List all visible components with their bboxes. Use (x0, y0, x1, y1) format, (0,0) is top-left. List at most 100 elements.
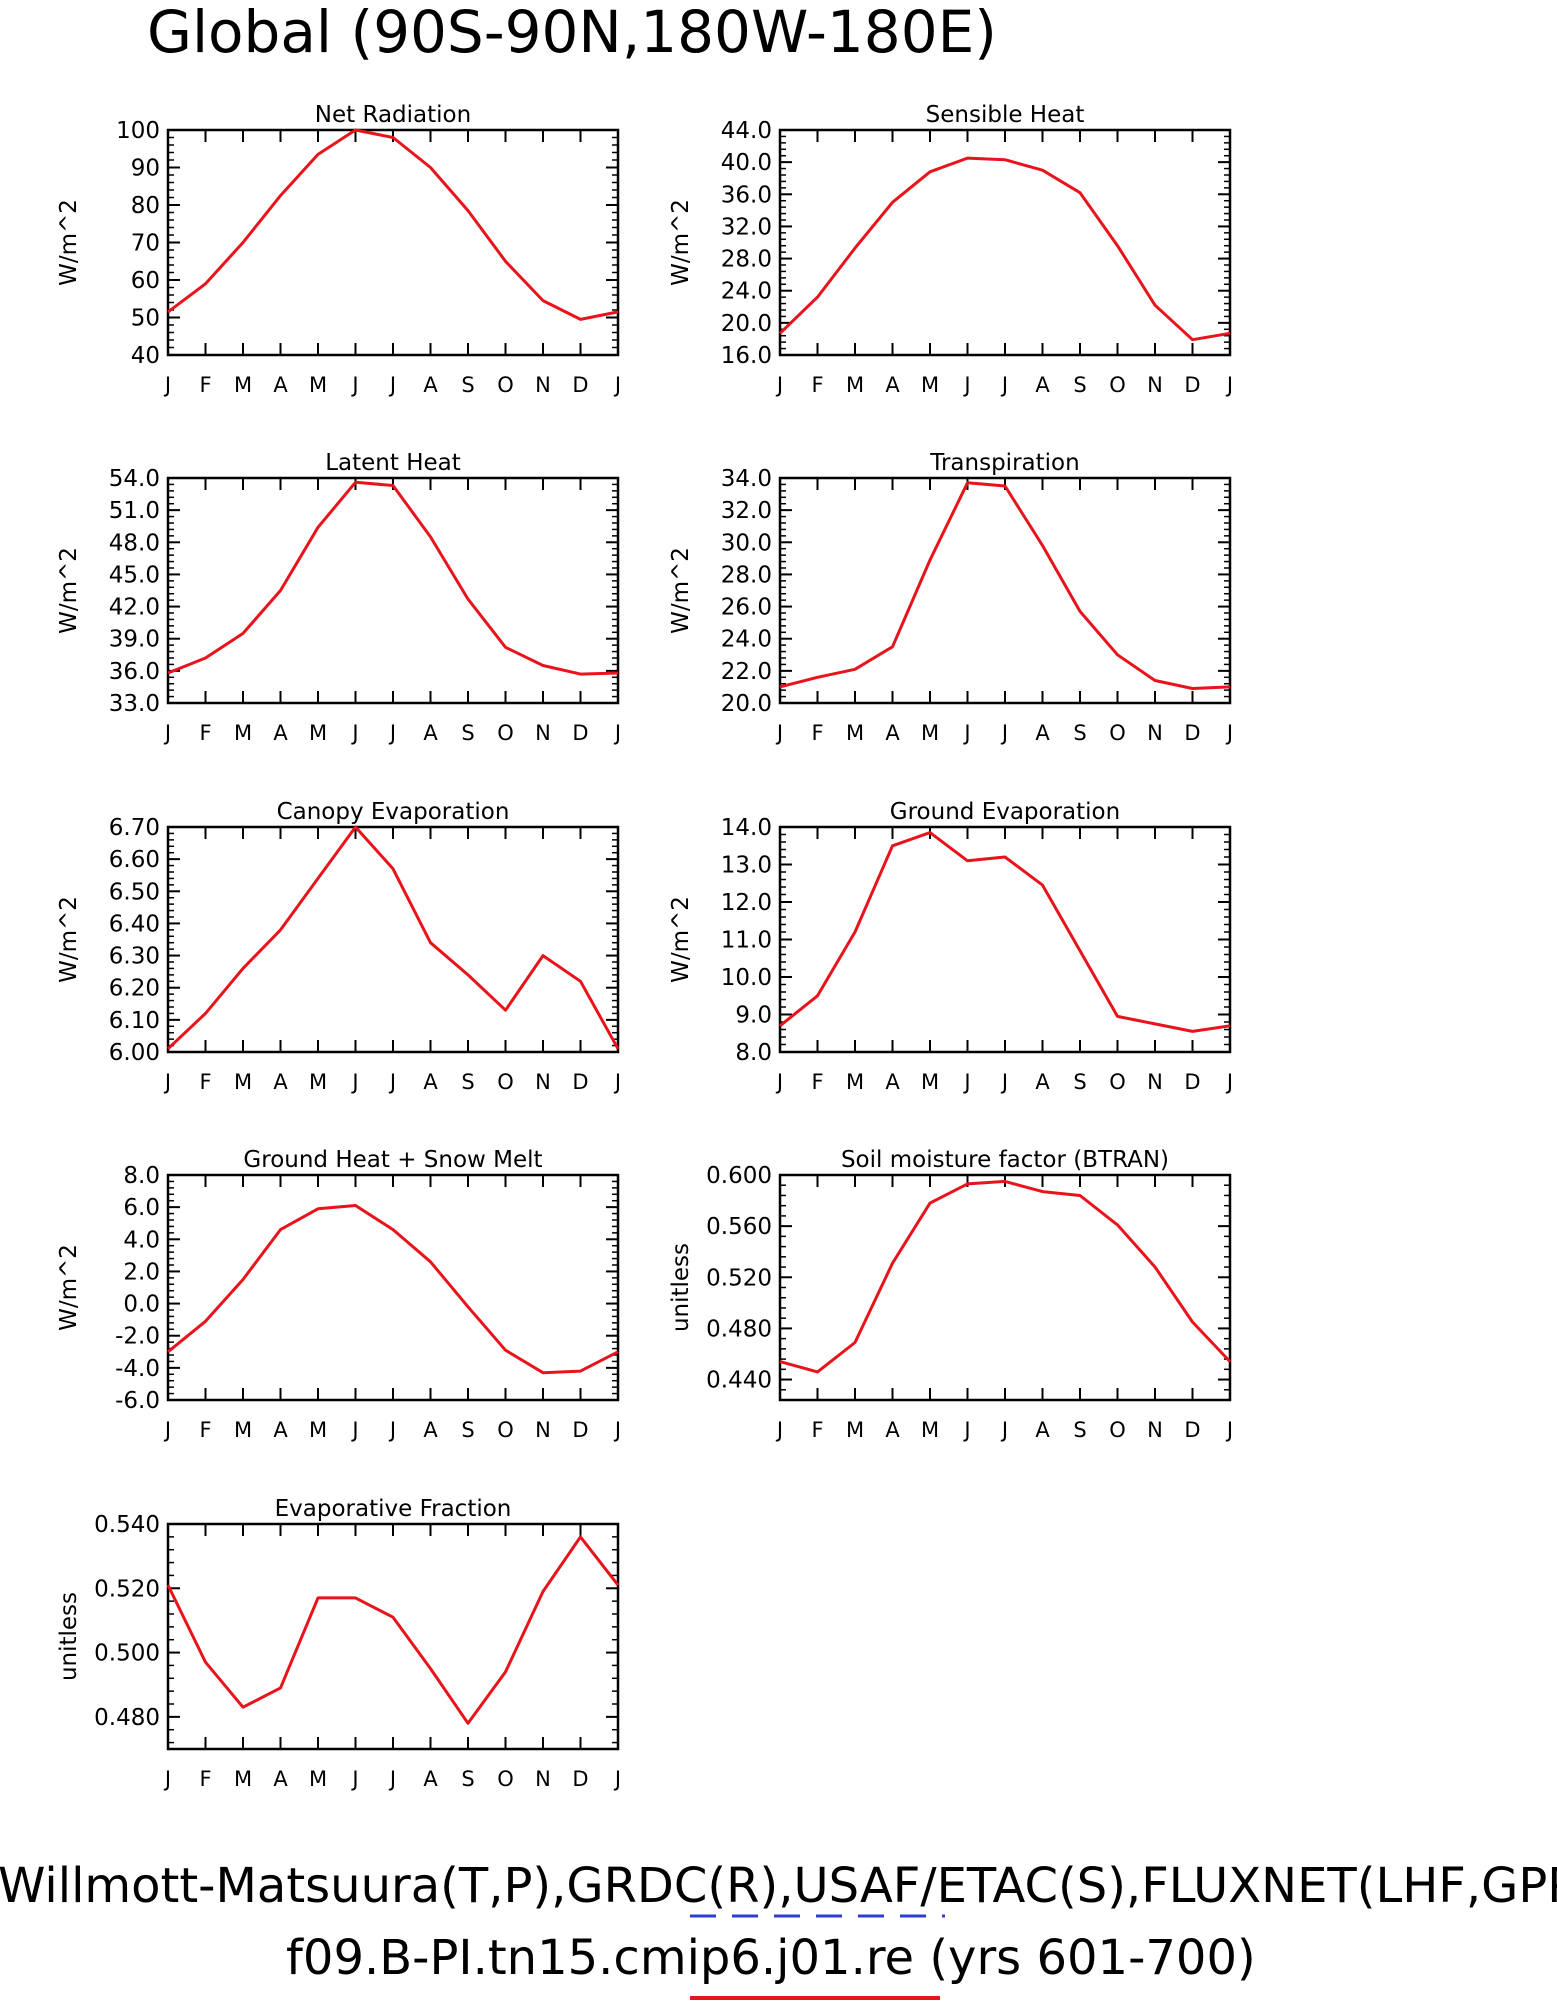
y-tick-label: 8.0 (123, 1163, 160, 1189)
y-tick-label: 6.70 (109, 815, 160, 841)
y-tick-label: 20.0 (721, 311, 772, 337)
y-tick-label: 2.0 (123, 1259, 160, 1285)
x-tick-label: J (350, 1418, 358, 1442)
x-tick-label: F (811, 1418, 823, 1442)
y-tick-label: 0.540 (94, 1512, 160, 1538)
y-axis-label: unitless (56, 1592, 82, 1681)
y-axis-label: W/m^2 (668, 896, 694, 983)
y-axis-label: W/m^2 (56, 547, 82, 634)
x-tick-label: A (1035, 721, 1050, 745)
chart-title: Ground Evaporation (890, 799, 1120, 825)
x-tick-label: F (199, 721, 211, 745)
chart-ground-heat-snow-melt: Ground Heat + Snow Melt W/m^2 -6.0 -4.0 -2.0… (56, 1147, 621, 1442)
x-tick-label: F (811, 373, 823, 397)
x-tick-label: S (1073, 1070, 1086, 1094)
x-tick-label: D (572, 1767, 588, 1791)
y-tick-label: -4.0 (115, 1356, 160, 1382)
x-tick-label: F (199, 1070, 211, 1094)
y-tick-label: 40.0 (721, 150, 772, 176)
chart-ground-evaporation: Ground Evaporation W/m^2 8.0 9.0 10.0 11.0 12.… (668, 799, 1233, 1094)
x-tick-label: A (423, 1767, 438, 1791)
chart-title: Latent Heat (325, 450, 461, 476)
y-tick-label: 10.0 (721, 965, 772, 991)
y-tick-label: 100 (116, 118, 160, 144)
x-tick-label: A (423, 373, 438, 397)
x-tick-label: O (497, 1418, 514, 1442)
x-tick-label: J (1225, 373, 1233, 397)
y-tick-label: 36.0 (721, 182, 772, 208)
x-tick-label: J (163, 1418, 171, 1442)
chart-transpiration: Transpiration W/m^2 20.0 22.0 24.0 26.0 28.0 30… (668, 450, 1233, 745)
x-tick-label: N (1147, 1418, 1163, 1442)
x-tick-label: F (199, 1767, 211, 1791)
x-tick-label: A (273, 1418, 288, 1442)
y-tick-label: 32.0 (721, 498, 772, 524)
x-tick-label: N (535, 1418, 551, 1442)
x-tick-label: A (423, 1418, 438, 1442)
x-tick-label: D (1184, 373, 1200, 397)
x-tick-label: N (535, 1070, 551, 1094)
y-tick-label: 90 (131, 156, 160, 182)
x-tick-label: J (613, 373, 621, 397)
x-tick-label: J (388, 1418, 396, 1442)
x-tick-label: O (1109, 1070, 1126, 1094)
y-tick-label: 12.0 (721, 890, 772, 916)
x-tick-label: M (309, 721, 327, 745)
x-tick-label: D (572, 373, 588, 397)
x-tick-label: S (461, 373, 474, 397)
x-tick-label: M (921, 1070, 939, 1094)
x-tick-label: J (775, 373, 783, 397)
x-tick-label: F (199, 373, 211, 397)
x-tick-label: A (885, 1418, 900, 1442)
footer-sources: Willmott-Matsuura(T,P),GRDC(R),USAF/ETAC… (0, 1858, 1557, 1914)
chart-title: Transpiration (929, 450, 1079, 476)
x-tick-label: O (497, 1070, 514, 1094)
x-tick-label: J (613, 1070, 621, 1094)
x-tick-label: N (1147, 721, 1163, 745)
x-tick-label: A (273, 1767, 288, 1791)
x-tick-label: N (535, 1767, 551, 1791)
x-tick-label: M (846, 1418, 864, 1442)
x-tick-label: N (535, 721, 551, 745)
x-tick-label: M (921, 1418, 939, 1442)
x-tick-label: J (350, 1070, 358, 1094)
x-tick-label: N (535, 373, 551, 397)
y-tick-label: 6.10 (109, 1008, 160, 1034)
x-tick-label: J (962, 1418, 970, 1442)
x-tick-label: J (1225, 721, 1233, 745)
y-tick-label: 22.0 (721, 659, 772, 685)
x-tick-label: N (1147, 1070, 1163, 1094)
x-tick-label: S (1073, 373, 1086, 397)
x-tick-label: J (613, 721, 621, 745)
x-tick-label: J (388, 1767, 396, 1791)
x-tick-label: D (1184, 1070, 1200, 1094)
y-tick-label: 50 (131, 306, 160, 332)
x-tick-label: J (1000, 1418, 1008, 1442)
x-tick-label: J (388, 721, 396, 745)
plot-frame (166, 1522, 620, 1751)
x-tick-label: J (962, 1070, 970, 1094)
y-axis-label: W/m^2 (56, 896, 82, 983)
x-tick-label: A (885, 373, 900, 397)
y-axis-label: W/m^2 (56, 199, 82, 286)
x-tick-label: J (388, 373, 396, 397)
x-tick-label: O (1109, 1418, 1126, 1442)
y-tick-label: 0.480 (706, 1316, 772, 1342)
chart-title: Canopy Evaporation (277, 799, 510, 825)
y-tick-label: 11.0 (721, 928, 772, 954)
chart-title: Sensible Heat (926, 102, 1085, 128)
y-tick-label: -6.0 (115, 1388, 160, 1414)
y-tick-label: 0.500 (94, 1641, 160, 1667)
y-tick-label: 6.30 (109, 944, 160, 970)
y-tick-label: 0.600 (706, 1163, 772, 1189)
x-tick-label: J (613, 1418, 621, 1442)
x-tick-label: M (234, 373, 252, 397)
y-tick-label: 0.480 (94, 1705, 160, 1731)
y-tick-label: 80 (131, 193, 160, 219)
footer-case: f09.B-PI.tn15.cmip6.j01.re (yrs 601-700) (286, 1930, 1256, 1986)
chart-canopy-evaporation: Canopy Evaporation W/m^2 6.00 6.10 6.20 6.30 6… (56, 799, 621, 1094)
page-title: Global (90S-90N,180W-180E) (147, 0, 997, 66)
chart-evaporative-fraction: Evaporative Fraction unitless 0.480 0.500 0.… (56, 1496, 621, 1791)
